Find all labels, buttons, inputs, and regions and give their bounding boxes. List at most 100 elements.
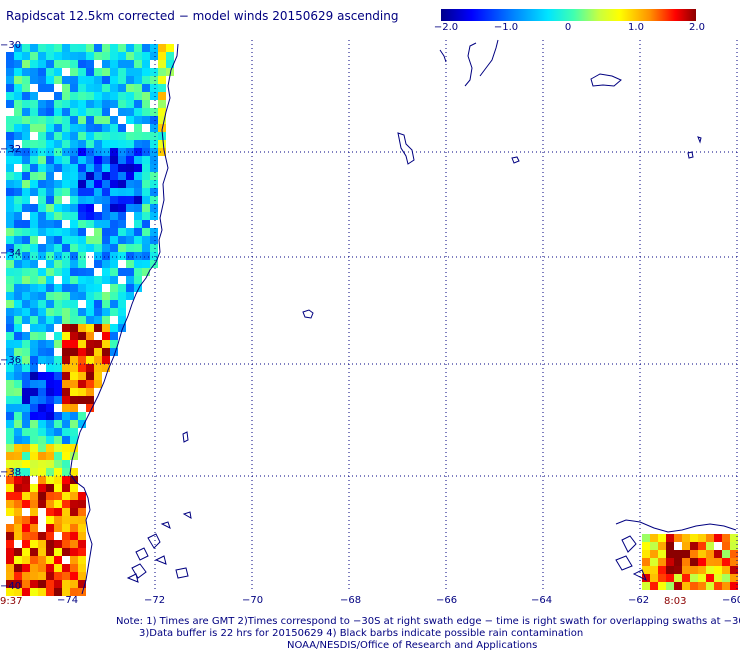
- wind-cell: [54, 260, 62, 268]
- wind-cell: [642, 550, 650, 558]
- wind-cell: [14, 116, 22, 124]
- wind-cell: [62, 508, 70, 516]
- wind-cell: [46, 300, 54, 308]
- wind-cell: [38, 60, 46, 68]
- wind-cell: [38, 212, 46, 220]
- wind-cell: [78, 308, 86, 316]
- wind-cell: [150, 196, 158, 204]
- lon-label: −66: [436, 595, 457, 606]
- wind-cell: [78, 316, 86, 324]
- wind-cell: [86, 44, 94, 52]
- wind-cell: [62, 204, 70, 212]
- wind-cell: [6, 300, 14, 308]
- wind-cell: [70, 44, 78, 52]
- wind-cell: [698, 558, 706, 566]
- wind-cell: [46, 108, 54, 116]
- wind-cell: [70, 452, 78, 460]
- wind-cell: [86, 220, 94, 228]
- wind-cell: [22, 84, 30, 92]
- wind-cell: [54, 252, 62, 260]
- wind-cell: [14, 524, 22, 532]
- wind-cell: [78, 548, 86, 556]
- wind-cell: [142, 44, 150, 52]
- wind-cell: [62, 420, 70, 428]
- wind-cell: [118, 140, 126, 148]
- wind-cell: [22, 292, 30, 300]
- wind-cell: [46, 396, 54, 404]
- wind-cell: [70, 324, 78, 332]
- wind-cell: [134, 252, 142, 260]
- wind-cell: [14, 196, 22, 204]
- colorbar-tick: −1.0: [493, 22, 519, 33]
- wind-cell: [658, 566, 666, 574]
- wind-cell: [46, 476, 54, 484]
- wind-cell: [30, 284, 38, 292]
- wind-cell: [22, 124, 30, 132]
- wind-cell: [150, 124, 158, 132]
- wind-cell: [46, 164, 54, 172]
- wind-cell: [70, 108, 78, 116]
- wind-cell: [6, 564, 14, 572]
- wind-cell: [142, 196, 150, 204]
- lat-label: −36: [0, 355, 21, 366]
- wind-cell: [78, 580, 86, 588]
- wind-cell: [70, 164, 78, 172]
- wind-cell: [134, 284, 142, 292]
- islet: [182, 511, 192, 519]
- wind-cell: [722, 558, 730, 566]
- axis-labels: −30 −32 −34 −36 −38 −40 −74 −72 −70 −68 …: [0, 40, 740, 606]
- wind-cell: [86, 244, 94, 252]
- wind-cell: [62, 444, 70, 452]
- wind-cell: [142, 84, 150, 92]
- wind-cell: [38, 444, 46, 452]
- wind-cell: [86, 100, 94, 108]
- wind-cell: [126, 60, 134, 68]
- wind-cell: [30, 516, 38, 524]
- wind-cell: [674, 574, 682, 582]
- wind-cell: [126, 204, 134, 212]
- wind-cell: [642, 534, 650, 542]
- wind-cell: [86, 268, 94, 276]
- wind-cell: [86, 236, 94, 244]
- wind-cell: [14, 476, 22, 484]
- wind-cell: [86, 348, 94, 356]
- wind-cell: [22, 44, 30, 52]
- wind-cell: [30, 532, 38, 540]
- wind-cell: [22, 268, 30, 276]
- wind-cell: [690, 550, 698, 558]
- wind-cell: [78, 260, 86, 268]
- wind-cell: [14, 340, 22, 348]
- wind-cell: [86, 68, 94, 76]
- wind-cell: [666, 574, 674, 582]
- wind-cell: [22, 180, 30, 188]
- wind-cell: [86, 52, 94, 60]
- wind-cell: [30, 260, 38, 268]
- wind-cell: [158, 68, 166, 76]
- wind-cell: [102, 148, 110, 156]
- wind-cell: [78, 108, 86, 116]
- wind-cell: [62, 212, 70, 220]
- wind-cell: [38, 500, 46, 508]
- wind-cell: [62, 372, 70, 380]
- wind-cell: [658, 582, 666, 590]
- wind-cell: [666, 542, 674, 550]
- wind-cell: [118, 172, 126, 180]
- wind-cell: [682, 550, 690, 558]
- wind-cell: [30, 252, 38, 260]
- wind-cell: [682, 574, 690, 582]
- wind-cell: [38, 348, 46, 356]
- wind-cell: [22, 420, 30, 428]
- wind-cell: [110, 124, 118, 132]
- wind-cell: [78, 588, 86, 596]
- wind-cell: [158, 140, 166, 148]
- wind-cell: [110, 100, 118, 108]
- wind-cell: [6, 316, 14, 324]
- wind-cell: [54, 124, 62, 132]
- wind-cell: [30, 180, 38, 188]
- wind-cell: [54, 452, 62, 460]
- wind-cell: [54, 292, 62, 300]
- wind-cell: [22, 388, 30, 396]
- wind-cell: [6, 100, 14, 108]
- wind-cell: [38, 580, 46, 588]
- wind-cell: [70, 556, 78, 564]
